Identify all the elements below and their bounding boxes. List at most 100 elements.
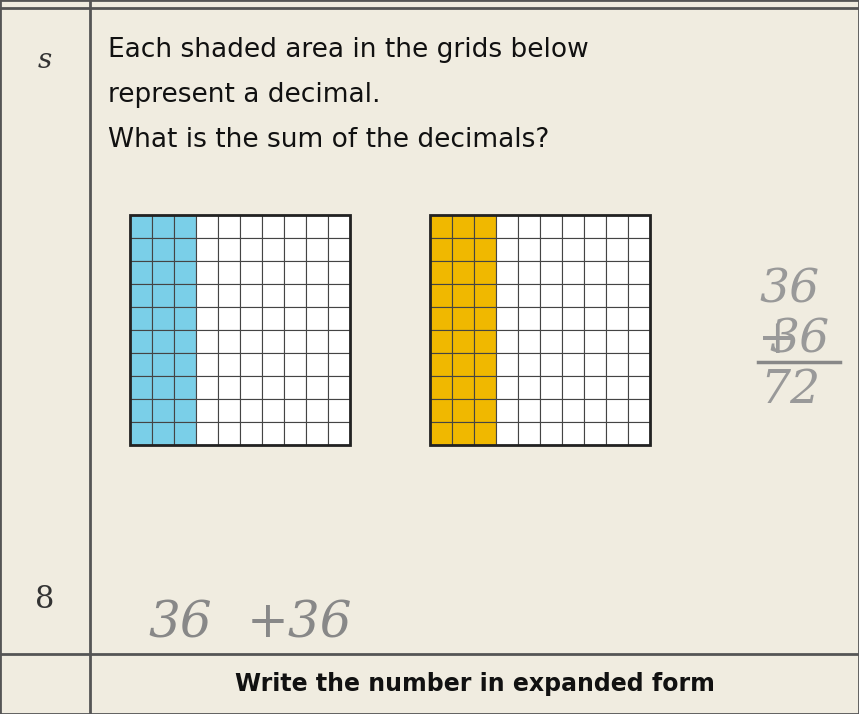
Text: 8: 8	[35, 583, 55, 615]
Bar	[452, 215, 474, 238]
Bar	[606, 238, 628, 261]
Bar	[240, 307, 262, 330]
Bar	[518, 215, 540, 238]
Bar	[606, 284, 628, 307]
Bar	[430, 353, 452, 376]
Bar	[196, 353, 218, 376]
Bar	[328, 353, 350, 376]
Bar	[306, 422, 328, 445]
Bar	[306, 215, 328, 238]
Bar	[628, 238, 650, 261]
Bar	[174, 330, 196, 353]
Bar	[430, 215, 650, 445]
Bar	[496, 238, 518, 261]
Bar	[174, 376, 196, 399]
Bar	[540, 422, 562, 445]
Bar	[306, 261, 328, 284]
Bar	[328, 376, 350, 399]
Bar	[518, 422, 540, 445]
Bar	[240, 376, 262, 399]
Bar	[628, 353, 650, 376]
Bar	[474, 215, 496, 238]
Bar	[262, 238, 284, 261]
Bar	[562, 353, 584, 376]
Bar	[152, 307, 174, 330]
Text: +36: +36	[247, 599, 353, 649]
Text: Write the number in expanded form: Write the number in expanded form	[235, 672, 715, 696]
Bar	[474, 284, 496, 307]
Bar	[518, 307, 540, 330]
Text: 36: 36	[760, 267, 820, 313]
Bar	[496, 353, 518, 376]
Bar	[584, 307, 606, 330]
Bar	[284, 261, 306, 284]
Bar	[628, 399, 650, 422]
Bar	[240, 261, 262, 284]
Bar	[584, 376, 606, 399]
Bar	[518, 376, 540, 399]
Bar	[452, 307, 474, 330]
Bar	[218, 261, 240, 284]
Bar	[152, 238, 174, 261]
Bar	[540, 399, 562, 422]
Bar	[496, 376, 518, 399]
Bar	[452, 284, 474, 307]
Bar	[284, 353, 306, 376]
Text: 72: 72	[760, 368, 820, 413]
Bar	[540, 353, 562, 376]
Bar	[152, 261, 174, 284]
Bar	[584, 399, 606, 422]
Bar	[474, 307, 496, 330]
Bar	[328, 399, 350, 422]
Bar	[130, 215, 152, 238]
Bar	[496, 307, 518, 330]
Bar	[284, 215, 306, 238]
Bar	[606, 376, 628, 399]
Bar	[606, 261, 628, 284]
Bar	[474, 399, 496, 422]
Bar	[452, 353, 474, 376]
Bar	[218, 284, 240, 307]
Bar	[430, 307, 452, 330]
Bar	[328, 307, 350, 330]
Bar	[584, 284, 606, 307]
Bar	[218, 238, 240, 261]
Bar	[474, 261, 496, 284]
Bar	[262, 376, 284, 399]
Bar	[284, 307, 306, 330]
Bar	[174, 399, 196, 422]
Bar	[496, 215, 518, 238]
Bar	[518, 238, 540, 261]
Bar	[496, 422, 518, 445]
Text: 36: 36	[148, 599, 212, 649]
Bar	[130, 261, 152, 284]
Bar	[262, 422, 284, 445]
Text: What is the sum of the decimals?: What is the sum of the decimals?	[108, 127, 550, 153]
Bar	[628, 215, 650, 238]
Bar	[606, 330, 628, 353]
Bar	[518, 330, 540, 353]
Bar	[174, 238, 196, 261]
Bar	[562, 399, 584, 422]
Bar	[562, 376, 584, 399]
Bar	[518, 284, 540, 307]
Bar	[130, 399, 152, 422]
Bar	[284, 422, 306, 445]
Bar	[430, 422, 452, 445]
Bar	[196, 307, 218, 330]
Bar	[474, 353, 496, 376]
Bar	[540, 261, 562, 284]
Bar	[496, 399, 518, 422]
Bar	[606, 422, 628, 445]
Bar	[328, 330, 350, 353]
Bar	[474, 238, 496, 261]
Bar	[218, 215, 240, 238]
Bar	[262, 215, 284, 238]
Bar	[518, 261, 540, 284]
Bar	[328, 215, 350, 238]
Bar	[452, 399, 474, 422]
Bar	[584, 422, 606, 445]
Bar	[518, 353, 540, 376]
Bar	[430, 376, 452, 399]
Bar	[452, 330, 474, 353]
